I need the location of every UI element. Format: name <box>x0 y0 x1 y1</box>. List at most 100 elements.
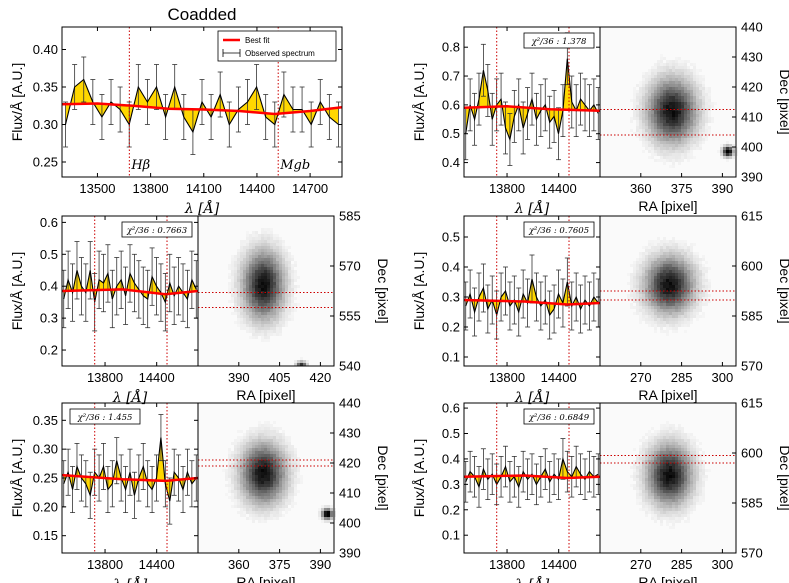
image-pixel <box>282 475 285 478</box>
image-pixel <box>261 282 264 285</box>
image-pixel <box>642 246 645 249</box>
image-pixel <box>660 466 663 469</box>
image-pixel <box>732 156 735 159</box>
image-pixel <box>687 303 690 306</box>
image-pixel <box>276 324 279 327</box>
image-pixel <box>276 246 279 249</box>
image-pixel <box>645 303 648 306</box>
image-pixel <box>252 240 255 243</box>
image-pixel <box>249 282 252 285</box>
image-pixel <box>246 243 249 246</box>
image-pixel <box>672 132 675 135</box>
image-pixel <box>636 490 639 493</box>
image-pixel <box>672 285 675 288</box>
image-pixel <box>693 267 696 270</box>
image-pixel <box>663 69 666 72</box>
image-pixel <box>678 321 681 324</box>
image-pixel <box>252 288 255 291</box>
image-pixel <box>234 312 237 315</box>
image-pixel <box>699 258 702 261</box>
image-pixel <box>666 445 669 448</box>
image-pixel <box>681 243 684 246</box>
image-pixel <box>249 288 252 291</box>
image-pixel <box>273 484 276 487</box>
image-pixel <box>267 270 270 273</box>
image-pixel <box>648 132 651 135</box>
image-pixel <box>687 66 690 69</box>
image-pixel <box>675 427 678 430</box>
image-pixel <box>261 499 264 502</box>
image-pixel <box>270 243 273 246</box>
image-pixel <box>276 255 279 258</box>
image-pixel <box>291 475 294 478</box>
image-pixel <box>678 466 681 469</box>
image-pixel <box>258 300 261 303</box>
image-pixel <box>252 463 255 466</box>
image-pixel <box>678 66 681 69</box>
plot-area <box>62 403 198 553</box>
image-pixel <box>279 439 282 442</box>
image-pixel <box>252 457 255 460</box>
image-pixel <box>657 72 660 75</box>
image-pixel <box>237 484 240 487</box>
image-pixel <box>645 297 648 300</box>
image-pixel <box>708 126 711 129</box>
dec-axis-label: Dec [pixel] <box>375 258 391 323</box>
image-pixel <box>699 469 702 472</box>
ra-tick-label: 420 <box>310 370 332 385</box>
image-pixel <box>666 291 669 294</box>
image-pixel <box>237 270 240 273</box>
image-pixel <box>672 508 675 511</box>
image-pixel <box>654 318 657 321</box>
image-pixel <box>663 312 666 315</box>
image-pixel <box>675 472 678 475</box>
image-pixel <box>684 60 687 63</box>
image-pixel <box>678 430 681 433</box>
image-pixel <box>663 490 666 493</box>
image-pixel <box>648 294 651 297</box>
image-pixel <box>243 258 246 261</box>
image-pixel <box>285 496 288 499</box>
image-pixel <box>243 327 246 330</box>
image-pixel <box>684 481 687 484</box>
image-pixel <box>639 508 642 511</box>
image-pixel <box>702 315 705 318</box>
image-pixel <box>657 454 660 457</box>
image-pixel <box>639 126 642 129</box>
image-pixel <box>288 282 291 285</box>
image-pixel <box>282 502 285 505</box>
image-pixel <box>234 285 237 288</box>
image-pixel <box>264 264 267 267</box>
image-pixel <box>276 315 279 318</box>
image-pixel <box>246 276 249 279</box>
image-pixel <box>246 324 249 327</box>
image-pixel <box>237 288 240 291</box>
image-pixel <box>657 324 660 327</box>
image-pixel <box>318 508 321 511</box>
image-pixel <box>267 442 270 445</box>
image-pixel <box>276 273 279 276</box>
image-pixel <box>675 105 678 108</box>
image-pixel <box>651 120 654 123</box>
image-pixel <box>696 282 699 285</box>
image-pixel <box>279 252 282 255</box>
image-pixel <box>255 505 258 508</box>
image-pixel <box>696 141 699 144</box>
image-pixel <box>678 120 681 123</box>
image-pixel <box>669 114 672 117</box>
image-pixel <box>681 318 684 321</box>
image-pixel <box>237 469 240 472</box>
image-pixel <box>690 135 693 138</box>
image-pixel <box>240 261 243 264</box>
image-pixel <box>234 255 237 258</box>
image-pixel <box>264 475 267 478</box>
image-pixel <box>678 144 681 147</box>
image-pixel <box>672 424 675 427</box>
image-pixel <box>684 469 687 472</box>
image-pixel <box>690 111 693 114</box>
image-pixel <box>234 502 237 505</box>
image-pixel <box>291 267 294 270</box>
image-pixel <box>651 445 654 448</box>
image-pixel <box>660 297 663 300</box>
image-pixel <box>261 496 264 499</box>
